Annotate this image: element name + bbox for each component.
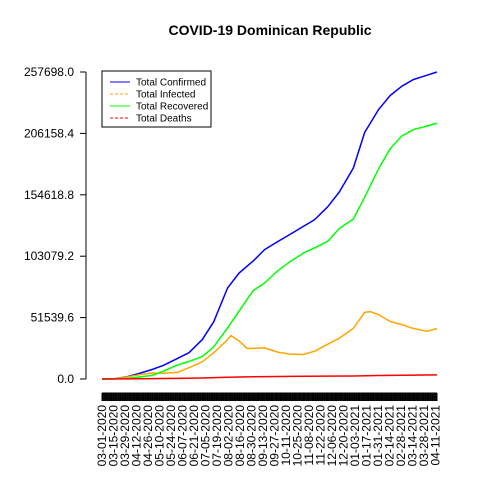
x-tick-label: 05-10-2020: [152, 405, 166, 467]
x-tick-label: 05-24-2020: [164, 405, 178, 467]
x-tick-label: 06-21-2020: [187, 405, 201, 467]
x-tick-label: 08-30-2020: [244, 405, 258, 467]
x-tick-label: 04-12-2020: [129, 405, 143, 467]
x-tick-label: 12-20-2020: [336, 405, 350, 467]
y-tick-label: 0.0: [57, 372, 74, 386]
x-tick-label: 01-03-2021: [348, 405, 362, 467]
x-tick-label: 02-14-2021: [382, 405, 396, 467]
x-tick-label: 12-06-2020: [325, 405, 339, 467]
y-tick-label: 257698.0: [24, 65, 74, 79]
x-tick-label: 07-05-2020: [198, 405, 212, 467]
chart-title: COVID-19 Dominican Republic: [168, 22, 371, 38]
x-tick-label: 11-08-2020: [302, 405, 316, 466]
x-tick-label: 03-14-2021: [405, 405, 419, 467]
series-line-total-deaths: [101, 374, 438, 380]
x-axis: 03-01-202003-15-202003-29-202004-12-2020…: [95, 392, 442, 467]
x-tick-label: 01-31-2021: [371, 405, 385, 467]
x-tick-label: 09-27-2020: [267, 405, 281, 467]
x-tick-label: 04-26-2020: [141, 405, 155, 467]
x-tick-label: 03-29-2020: [118, 405, 132, 467]
x-tick-label: 02-28-2021: [394, 405, 408, 467]
series-line-total-infected: [101, 310, 438, 380]
series-line-total-recovered: [101, 122, 438, 380]
series-layer: [101, 71, 438, 380]
x-tick-label: 04-11-2021: [428, 405, 442, 466]
x-tick-label: 08-02-2020: [221, 405, 235, 467]
legend-label-total-confirmed: Total Confirmed: [136, 78, 206, 89]
x-tick-label: 08-16-2020: [233, 405, 247, 467]
x-tick-label: 10-11-2020: [279, 405, 293, 466]
x-tick-label: 06-07-2020: [175, 405, 189, 467]
y-tick-label: 51539.6: [31, 311, 75, 325]
legend-label-total-deaths: Total Deaths: [136, 114, 192, 125]
x-tick-label: 09-13-2020: [256, 405, 270, 467]
x-tick-label: 10-25-2020: [290, 405, 304, 467]
legend-label-total-infected: Total Infected: [136, 90, 195, 101]
x-tick-label: 11-22-2020: [313, 405, 327, 466]
x-tick-label: 01-17-2021: [359, 405, 373, 467]
y-tick-label: 206158.4: [24, 126, 74, 140]
x-tick-label: 03-01-2020: [95, 405, 109, 467]
y-tick-label: 103079.2: [24, 249, 74, 263]
x-tick-label: 07-19-2020: [210, 405, 224, 467]
x-tick-label: 03-15-2020: [106, 405, 120, 467]
y-tick-label: 154618.8: [24, 188, 74, 202]
series-line-total-confirmed: [101, 71, 438, 380]
y-axis: 0.0 51539.6 103079.2 154618.8 206158.4 257698…: [24, 65, 87, 386]
legend-label-total-recovered: Total Recovered: [136, 102, 208, 113]
x-tick-label: 03-28-2021: [417, 405, 431, 467]
